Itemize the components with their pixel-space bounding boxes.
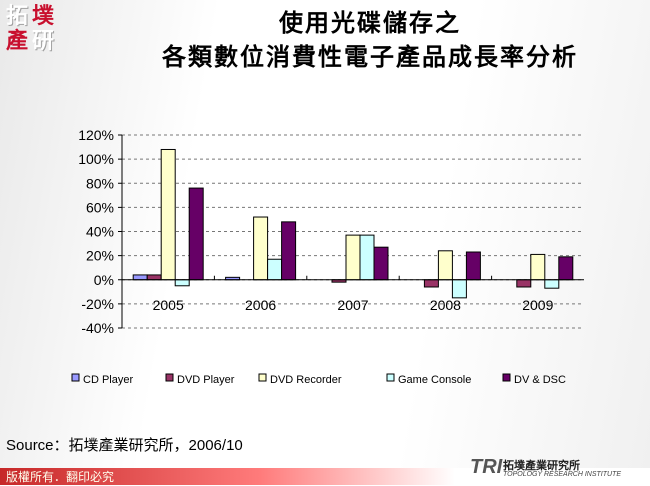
legend-label: DV & DSC <box>514 374 566 386</box>
footer-bar: 版權所有．翻印必究 <box>0 468 650 485</box>
legend-label: CD Player <box>83 374 133 386</box>
bar-cd-player-2005 <box>132 274 148 281</box>
bar-dv-dsc-2006 <box>281 221 297 281</box>
legend-swatch <box>165 373 174 382</box>
brand-logo: TRI <box>470 456 503 478</box>
bar-chart: 120% 100% 80% 60% 40% 20% 0% -20% -40% 2005 2006 20… <box>71 127 584 386</box>
title-line-1: 使用光碟儲存之 <box>279 8 461 37</box>
bar-game-console-2005 <box>174 279 190 287</box>
y-tick-label: 0% <box>94 272 114 288</box>
bar-dv-dsc-2007 <box>373 246 389 281</box>
y-tick-label: 20% <box>86 248 114 264</box>
legend-label: DVD Recorder <box>270 374 342 386</box>
x-tick-label: 2007 <box>337 297 368 313</box>
bar-dv-dsc-2009 <box>558 256 574 281</box>
y-tick-label: -20% <box>81 296 114 312</box>
x-tick-label: 2006 <box>245 297 276 313</box>
x-tick-label: 2005 <box>153 297 184 313</box>
y-tick-label: 80% <box>86 175 114 191</box>
y-tick-label: 60% <box>86 199 114 215</box>
bar-dvd-recorder-2006 <box>253 216 269 281</box>
legend-swatch <box>502 373 511 382</box>
bar-dvd-player-2009 <box>516 279 532 288</box>
brand-name: 拓墣產業研究所 <box>503 460 580 472</box>
legend-swatch <box>386 373 395 382</box>
brand-subtitle: TOPOLOGY RESEARCH INSTITUTE <box>503 471 621 478</box>
x-tick-label: 2009 <box>522 297 553 313</box>
bar-game-console-2006 <box>267 258 283 281</box>
bar-game-console-2009 <box>544 279 560 289</box>
x-tick-label: 2008 <box>430 297 461 313</box>
bar-dvd-recorder-2009 <box>530 253 546 281</box>
title-line-2: 各類數位消費性電子產品成長率分析 <box>162 42 578 71</box>
legend-swatch <box>258 373 267 382</box>
source-note: Source：拓墣產業研究所，2006/10 <box>6 437 243 454</box>
bar-game-console-2007 <box>359 234 375 281</box>
copyright: 版權所有．翻印必究 <box>6 470 115 484</box>
bar-dvd-player-2008 <box>423 279 439 288</box>
page-title: 使用光碟儲存之各類數位消費性電子產品成長率分析 <box>100 6 640 74</box>
bar-dvd-player-2005 <box>146 274 162 281</box>
legend-label: Game Console <box>398 374 471 386</box>
y-tick-label: 40% <box>86 224 114 240</box>
y-tick-label: -40% <box>81 320 114 336</box>
bar-dv-dsc-2008 <box>465 251 481 281</box>
bar-dvd-recorder-2008 <box>437 250 453 281</box>
legend-label: DVD Player <box>177 374 235 386</box>
legend-swatch <box>71 373 80 382</box>
bar-dvd-recorder-2007 <box>345 234 361 281</box>
y-tick-label: 100% <box>78 151 114 167</box>
bar-dv-dsc-2005 <box>188 187 204 281</box>
y-tick-label: 120% <box>78 127 114 143</box>
bar-dvd-recorder-2005 <box>160 148 176 281</box>
logo: 拓墣產研 <box>5 3 54 54</box>
bar-game-console-2008 <box>451 279 467 299</box>
